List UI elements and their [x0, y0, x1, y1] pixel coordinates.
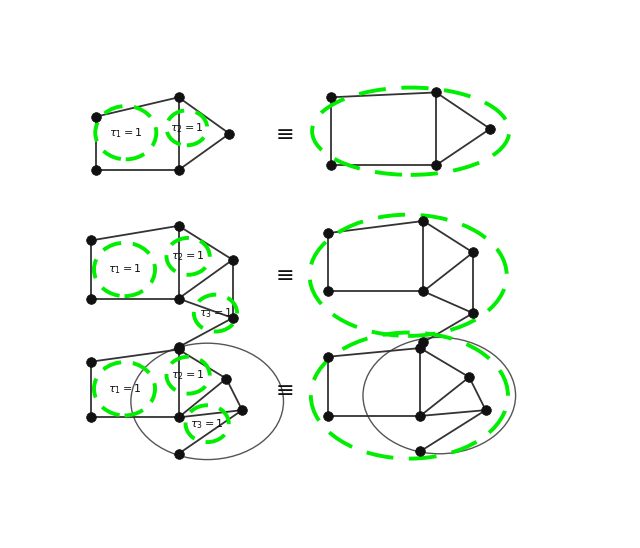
Text: $\equiv$: $\equiv$ [271, 123, 294, 142]
Text: $\tau_2 = 1$: $\tau_2 = 1$ [170, 121, 204, 135]
Text: $\tau_1 = 1$: $\tau_1 = 1$ [109, 126, 143, 140]
Text: $\tau_1 = 1$: $\tau_1 = 1$ [108, 262, 141, 276]
Text: $\tau_2 = 1$: $\tau_2 = 1$ [172, 249, 205, 263]
Text: $\equiv$: $\equiv$ [271, 264, 294, 284]
Text: $\tau_2 = 1$: $\tau_2 = 1$ [172, 368, 205, 382]
Text: $\equiv$: $\equiv$ [271, 379, 294, 399]
Text: $\tau_3 = 1$: $\tau_3 = 1$ [198, 306, 232, 320]
Text: $\tau_1 = 1$: $\tau_1 = 1$ [108, 382, 141, 396]
Text: $\tau_3 = 1$: $\tau_3 = 1$ [190, 417, 224, 431]
